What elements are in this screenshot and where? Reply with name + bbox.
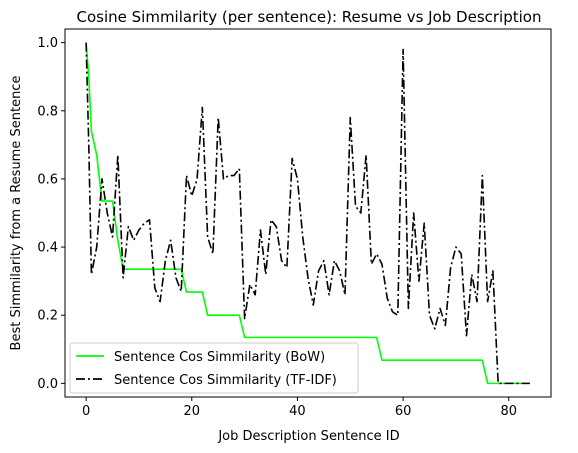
y-tick-label: 0.8 [37,104,58,119]
legend-box [69,342,359,394]
x-axis: 0 20 40 60 80 [82,397,517,419]
x-tick-label: 60 [395,404,412,419]
legend-label-bow: Sentence Cos Simmilarity (BoW) [114,350,325,365]
y-tick-label: 0.2 [37,309,58,324]
x-tick-label: 0 [82,404,90,419]
series-line-tfidf [85,42,530,385]
legend-label-tfidf: Sentence Cos Simmilarity (TF-IDF) [114,373,337,388]
y-tick-label: 1.0 [37,36,58,51]
y-axis: 0.0 0.2 0.4 0.6 0.8 1.0 [37,36,65,392]
x-tick-label: 80 [500,404,517,419]
x-tick-label: 20 [184,404,201,419]
y-tick-label: 0.6 [37,172,58,187]
x-tick-label: 40 [289,404,306,419]
series-line-bow [85,42,530,385]
series-layer [85,42,530,385]
plot-area [64,28,552,398]
y-tick-label: 0.0 [37,377,58,392]
chart-title: Cosine Simmilarity (per sentence): Resum… [77,8,542,26]
y-axis-label: Best Simmilarity from a Resume Sentence [9,76,24,351]
y-tick-label: 0.4 [37,241,58,256]
legend: Sentence Cos Simmilarity (BoW) Sentence … [69,342,359,394]
x-axis-label: Job Description Sentence ID [217,429,399,444]
